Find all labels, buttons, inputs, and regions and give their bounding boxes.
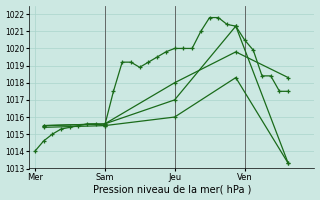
- X-axis label: Pression niveau de la mer( hPa ): Pression niveau de la mer( hPa ): [92, 184, 251, 194]
